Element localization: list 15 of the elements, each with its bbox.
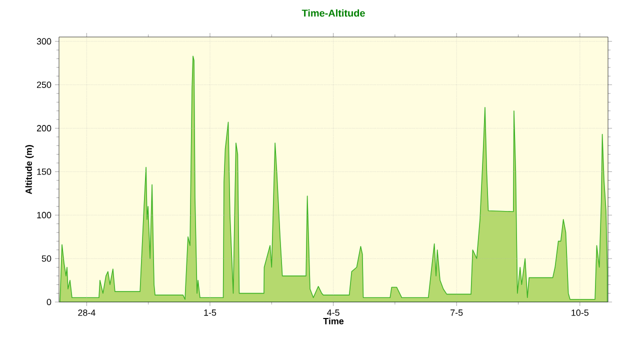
x-tick-label: 10-5 — [572, 310, 588, 316]
y-tick-label: 100 — [37, 212, 52, 218]
y-tick-label: 300 — [36, 38, 52, 45]
y-tick-label: 50 — [42, 255, 52, 262]
y-tick-label: 0 — [46, 298, 52, 306]
x-tick-label: 28-4 — [78, 310, 96, 316]
y-tick-label: 250 — [36, 82, 52, 88]
chart-title: Time-Altitude — [302, 9, 365, 17]
x-axis-title: Time — [323, 318, 344, 324]
x-tick-label: 7-5 — [450, 310, 463, 316]
x-tick-label: 1-5 — [204, 310, 216, 316]
y-axis-title: Altitude (m) — [25, 145, 34, 194]
y-tick-label: 200 — [36, 125, 52, 132]
y-tick-label: 150 — [37, 168, 52, 175]
x-tick-label: 4-5 — [327, 310, 340, 316]
